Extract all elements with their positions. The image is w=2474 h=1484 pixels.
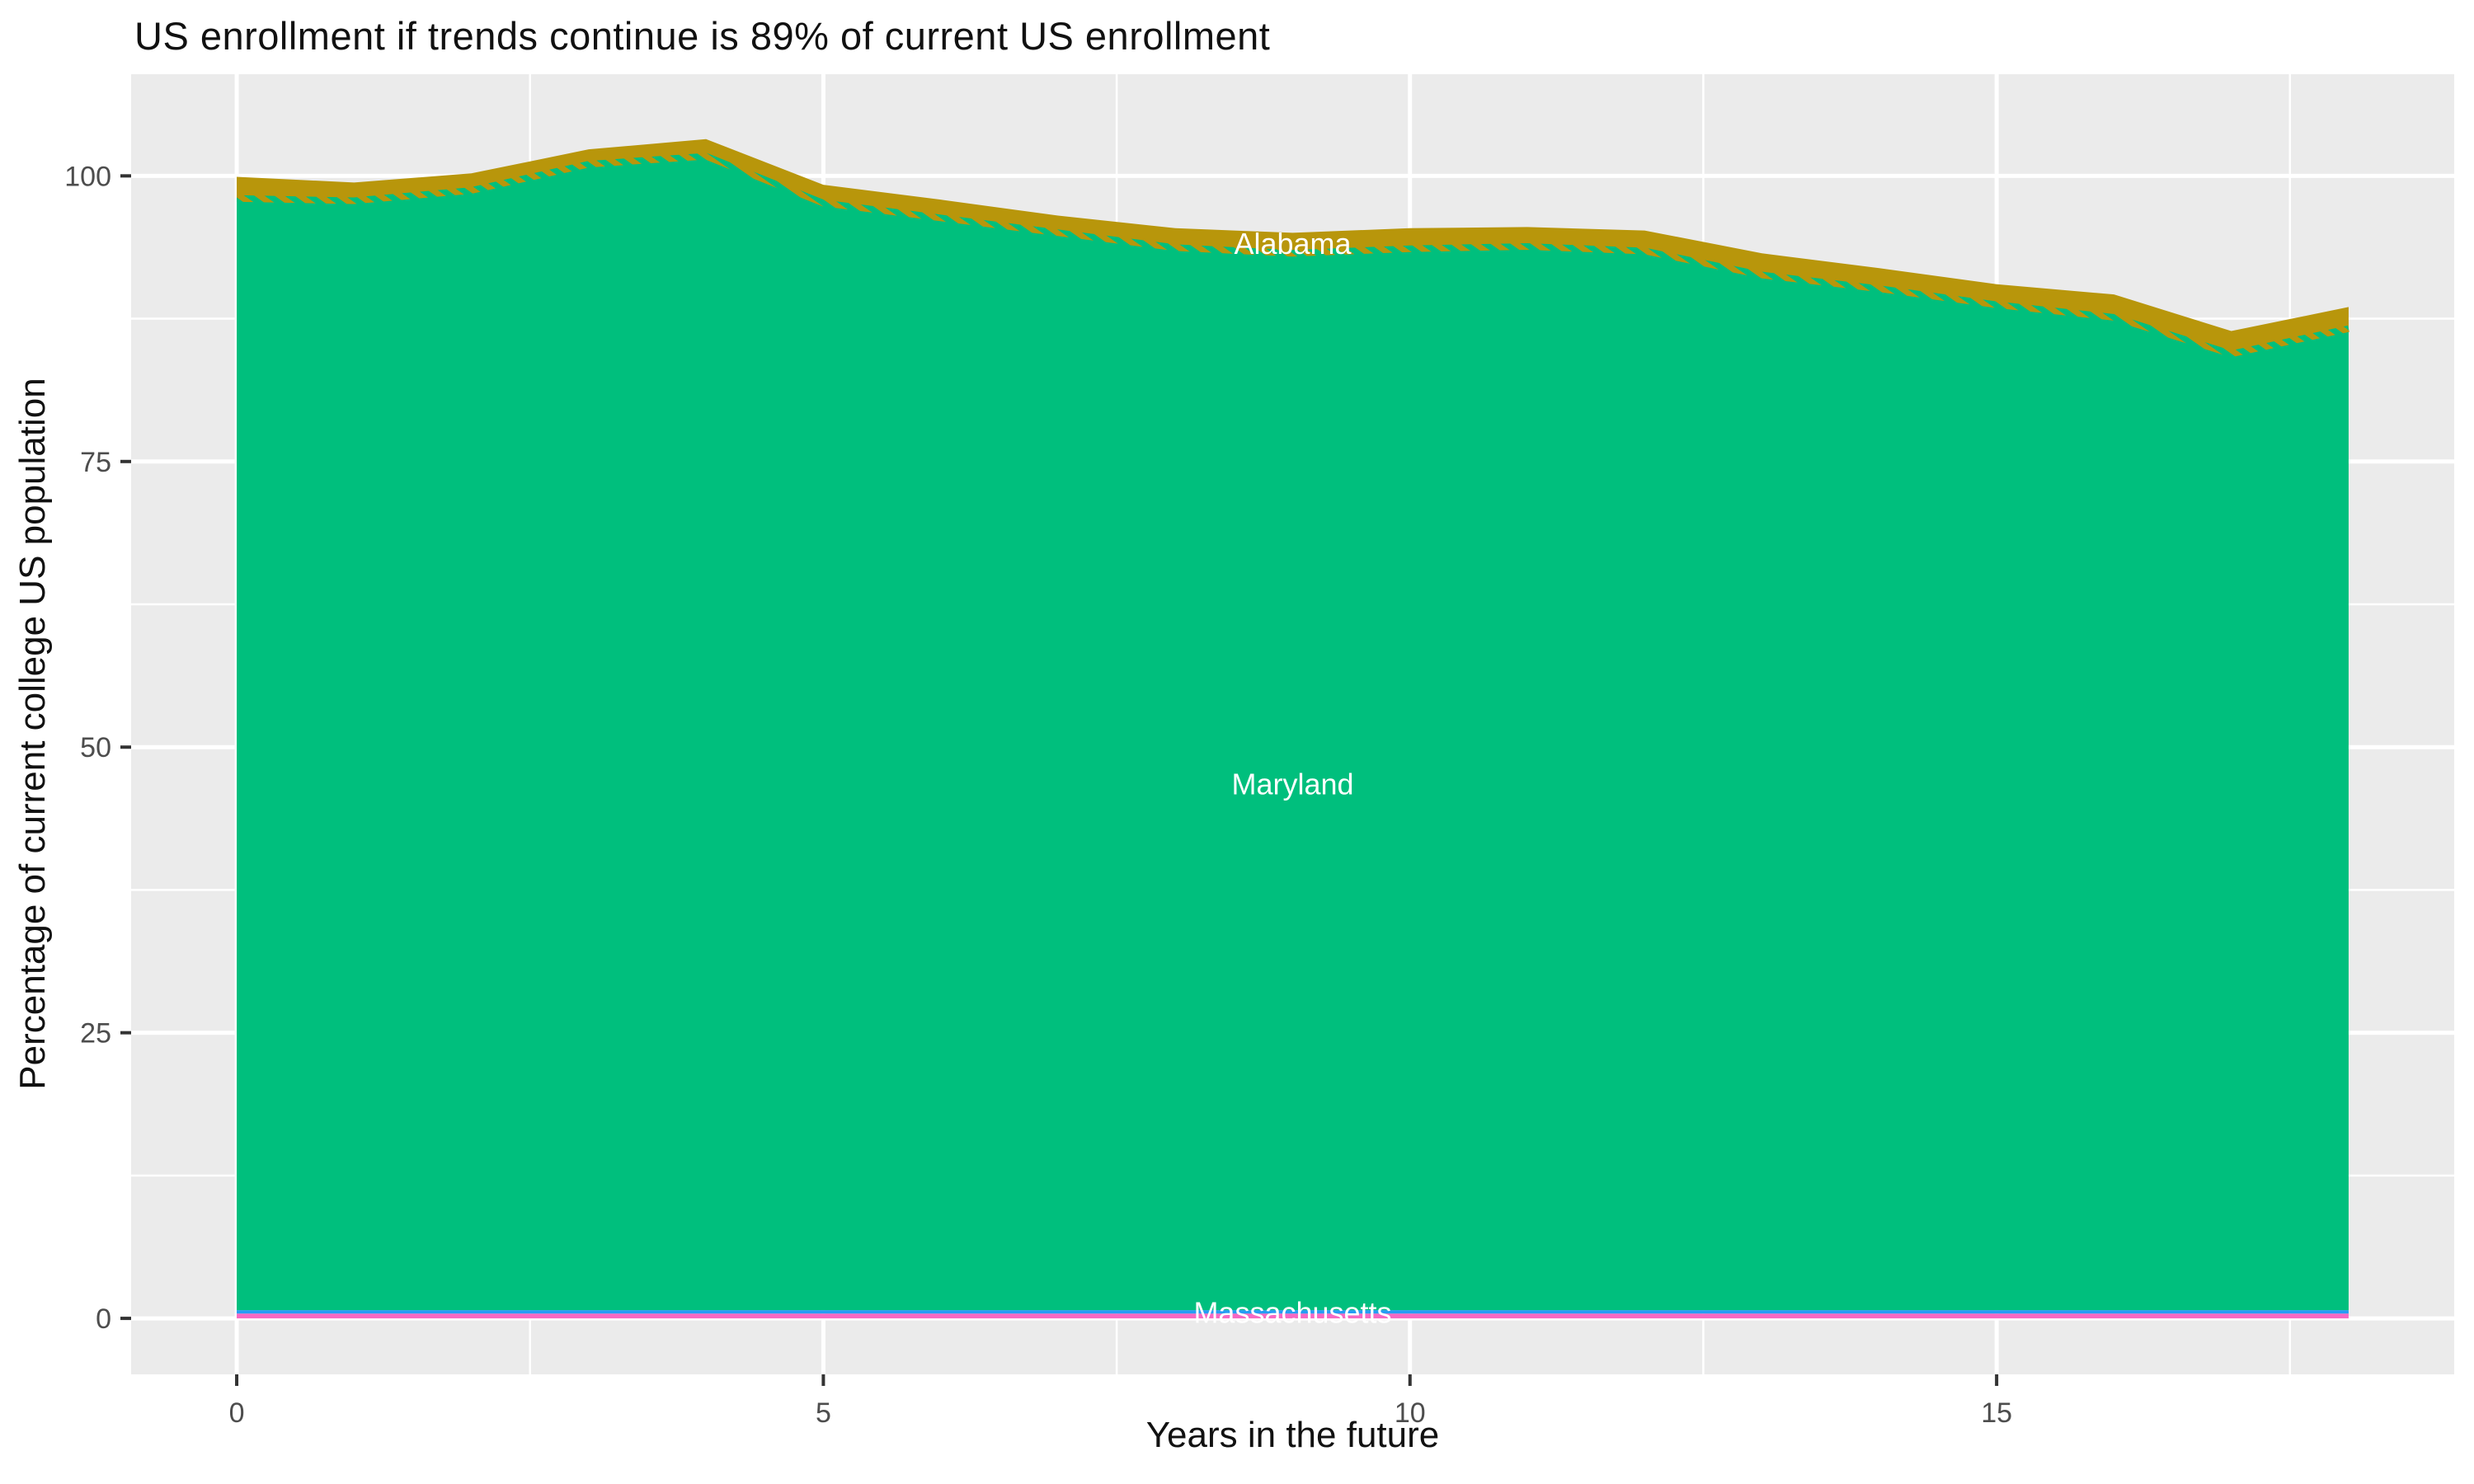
x-tick-label-5: 5 [816, 1397, 831, 1429]
x-axis-title: Years in the future [1145, 1415, 1440, 1455]
x-tick-label-0: 0 [229, 1397, 245, 1429]
y-axis-title: Percentage of current college US populat… [12, 378, 53, 1090]
area-series-unlabeled-0 [237, 1313, 2349, 1319]
x-tick-label-10: 10 [1395, 1397, 1426, 1429]
series-boundary-hatch [236, 153, 2349, 358]
y-tick-label-100: 100 [64, 161, 111, 192]
series-label-maryland: Maryland [1231, 768, 1353, 801]
y-tick-label-0: 0 [96, 1303, 111, 1335]
area-series-massachusetts [237, 1310, 2349, 1314]
x-tick-label-15: 15 [1981, 1397, 2012, 1429]
plot-title: US enrollment if trends continue is 89% … [134, 14, 1271, 58]
y-tick-label-25: 25 [80, 1018, 111, 1050]
area-series-alabama [237, 139, 2349, 355]
series-label-massachusetts: Massachusetts [1193, 1295, 1391, 1329]
area-series-maryland [237, 156, 2349, 1311]
y-tick-label-75: 75 [80, 447, 111, 478]
y-tick-label-50: 50 [80, 732, 111, 763]
series-label-alabama: Alabama [1234, 227, 1352, 261]
